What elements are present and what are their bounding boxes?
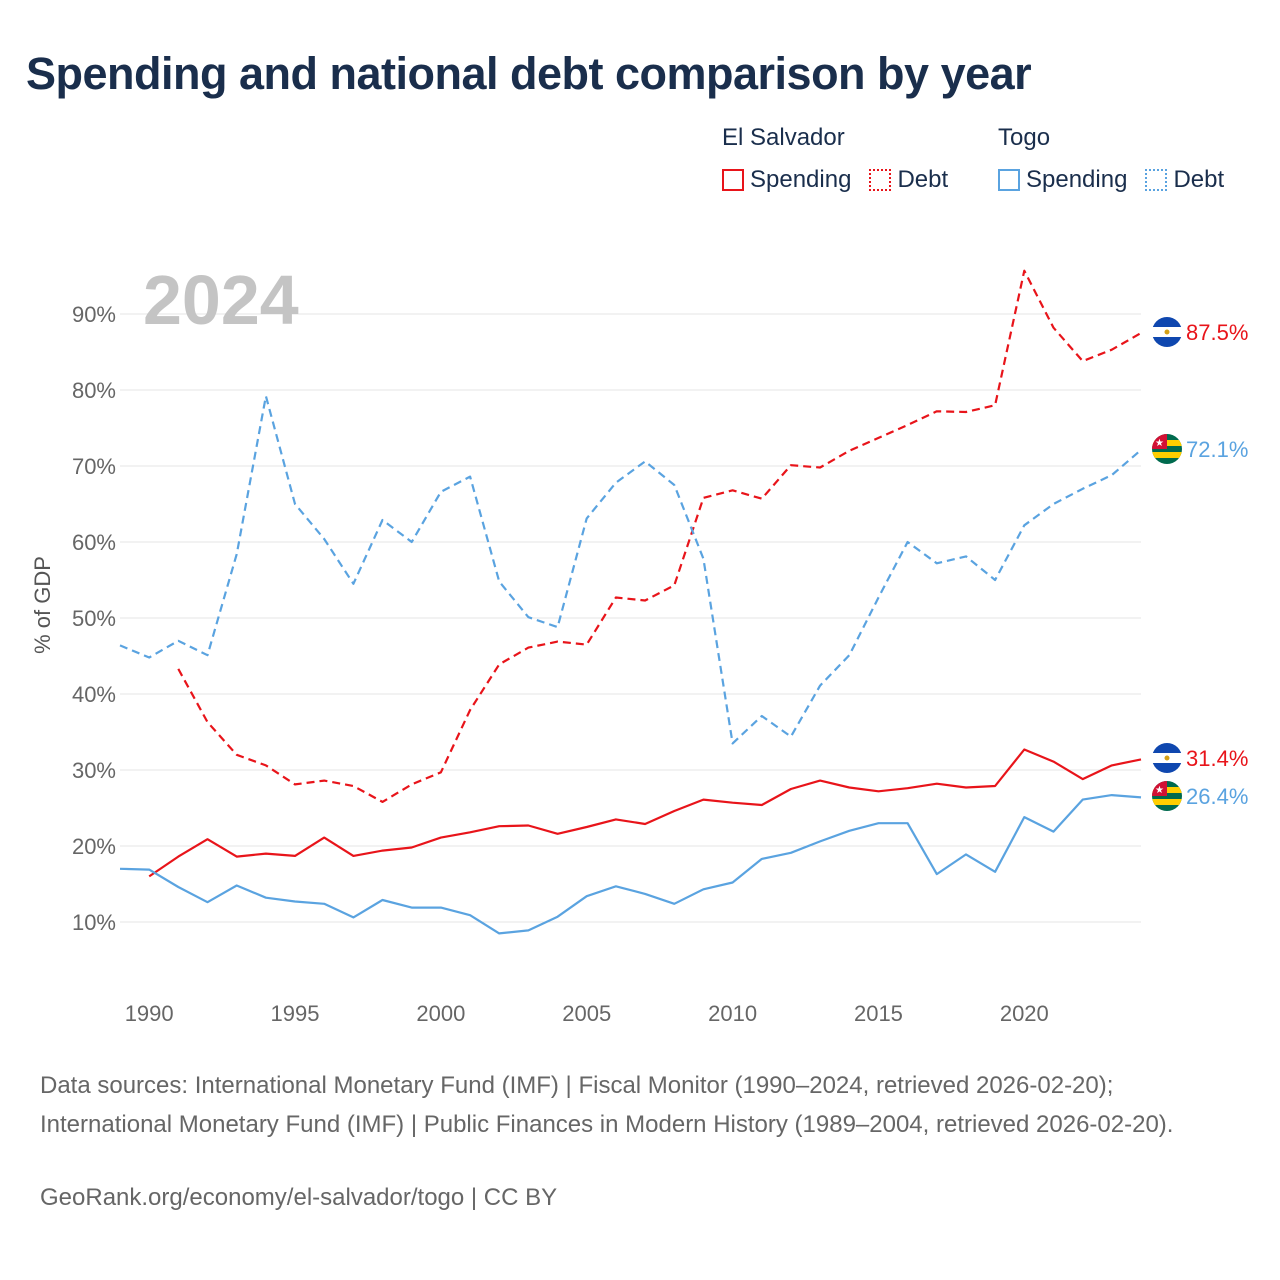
- gridlines: [120, 313, 1141, 923]
- year-label: 2024: [143, 261, 299, 339]
- x-tick-label: 2015: [854, 1001, 903, 1026]
- y-tick-label: 30%: [72, 758, 116, 783]
- svg-text:★: ★: [1155, 438, 1164, 449]
- series-line-el-salvador-debt[interactable]: [177, 269, 1142, 804]
- el-salvador-flag-icon: [1152, 743, 1182, 773]
- end-label-togo-spending: 26.4%: [1186, 784, 1248, 809]
- end-label-el-salvador-debt: 87.5%: [1186, 320, 1248, 345]
- series-line-el-salvador-spending[interactable]: [148, 748, 1142, 878]
- legend-swatch-solid: [998, 169, 1020, 191]
- legend-label: Debt: [1173, 166, 1225, 193]
- chart-title: Spending and national debt comparison by…: [26, 48, 1032, 99]
- y-axis-ticks: 10% 20% 30% 40% 50% 60% 70% 80% 90%: [72, 302, 116, 935]
- legend-item-togo-spending[interactable]: Spending: [998, 166, 1127, 194]
- end-label-togo-debt: 72.1%: [1186, 437, 1248, 462]
- svg-text:★: ★: [1155, 785, 1164, 796]
- legend-label: Debt: [897, 166, 949, 193]
- x-tick-label: 2010: [708, 1001, 757, 1026]
- legend-swatch-dotted: [869, 169, 892, 191]
- y-tick-label: 40%: [72, 682, 116, 707]
- legend-item-togo-debt[interactable]: Debt: [1145, 166, 1224, 194]
- y-axis-label: % of GDP: [30, 556, 55, 654]
- legend-country-name: El Salvador: [722, 124, 845, 151]
- y-tick-label: 90%: [72, 302, 116, 327]
- credit-link[interactable]: GeoRank.org/economy/el-salvador/togo | C…: [40, 1184, 558, 1211]
- x-tick-label: 2020: [1000, 1001, 1049, 1026]
- y-tick-label: 10%: [72, 910, 116, 935]
- togo-flag-icon: ★: [1152, 434, 1182, 464]
- legend-item-el-salvador-spending[interactable]: Spending: [722, 166, 851, 194]
- series-lines: [119, 269, 1142, 935]
- x-tick-label: 1995: [271, 1001, 320, 1026]
- legend-label: Spending: [750, 166, 852, 193]
- series-line-togo-debt[interactable]: [119, 395, 1142, 745]
- y-tick-label: 70%: [72, 454, 116, 479]
- x-tick-label: 1990: [125, 1001, 174, 1026]
- x-tick-label: 2000: [416, 1001, 465, 1026]
- data-sources-note: Data sources: International Monetary Fun…: [40, 1072, 1174, 1138]
- y-tick-label: 20%: [72, 834, 116, 859]
- legend-country-name: Togo: [998, 124, 1051, 151]
- y-tick-label: 50%: [72, 606, 116, 631]
- legend-swatch-dotted: [1145, 169, 1168, 191]
- series-line-togo-spending[interactable]: [119, 793, 1142, 935]
- y-tick-label: 80%: [72, 378, 116, 403]
- legend-item-el-salvador-debt[interactable]: Debt: [869, 166, 948, 194]
- legend-swatch-solid: [722, 169, 744, 191]
- legend-label: Spending: [1026, 166, 1128, 193]
- line-chart: 10% 20% 30% 40% 50% 60% 70% 80% 90% 1990 1995 2000…: [30, 261, 1248, 1026]
- legend-group-togo: Togo Spending Debt: [998, 124, 1242, 194]
- legend-group-el-salvador: El Salvador Spending Debt: [722, 124, 966, 194]
- x-tick-label: 2005: [562, 1001, 611, 1026]
- y-tick-label: 60%: [72, 530, 116, 555]
- x-axis-ticks: 1990 1995 2000 2005 2010 2015 2020: [125, 1001, 1049, 1026]
- togo-flag-icon: ★: [1152, 781, 1182, 811]
- end-label-el-salvador-spending: 31.4%: [1186, 746, 1248, 771]
- el-salvador-flag-icon: [1152, 317, 1182, 347]
